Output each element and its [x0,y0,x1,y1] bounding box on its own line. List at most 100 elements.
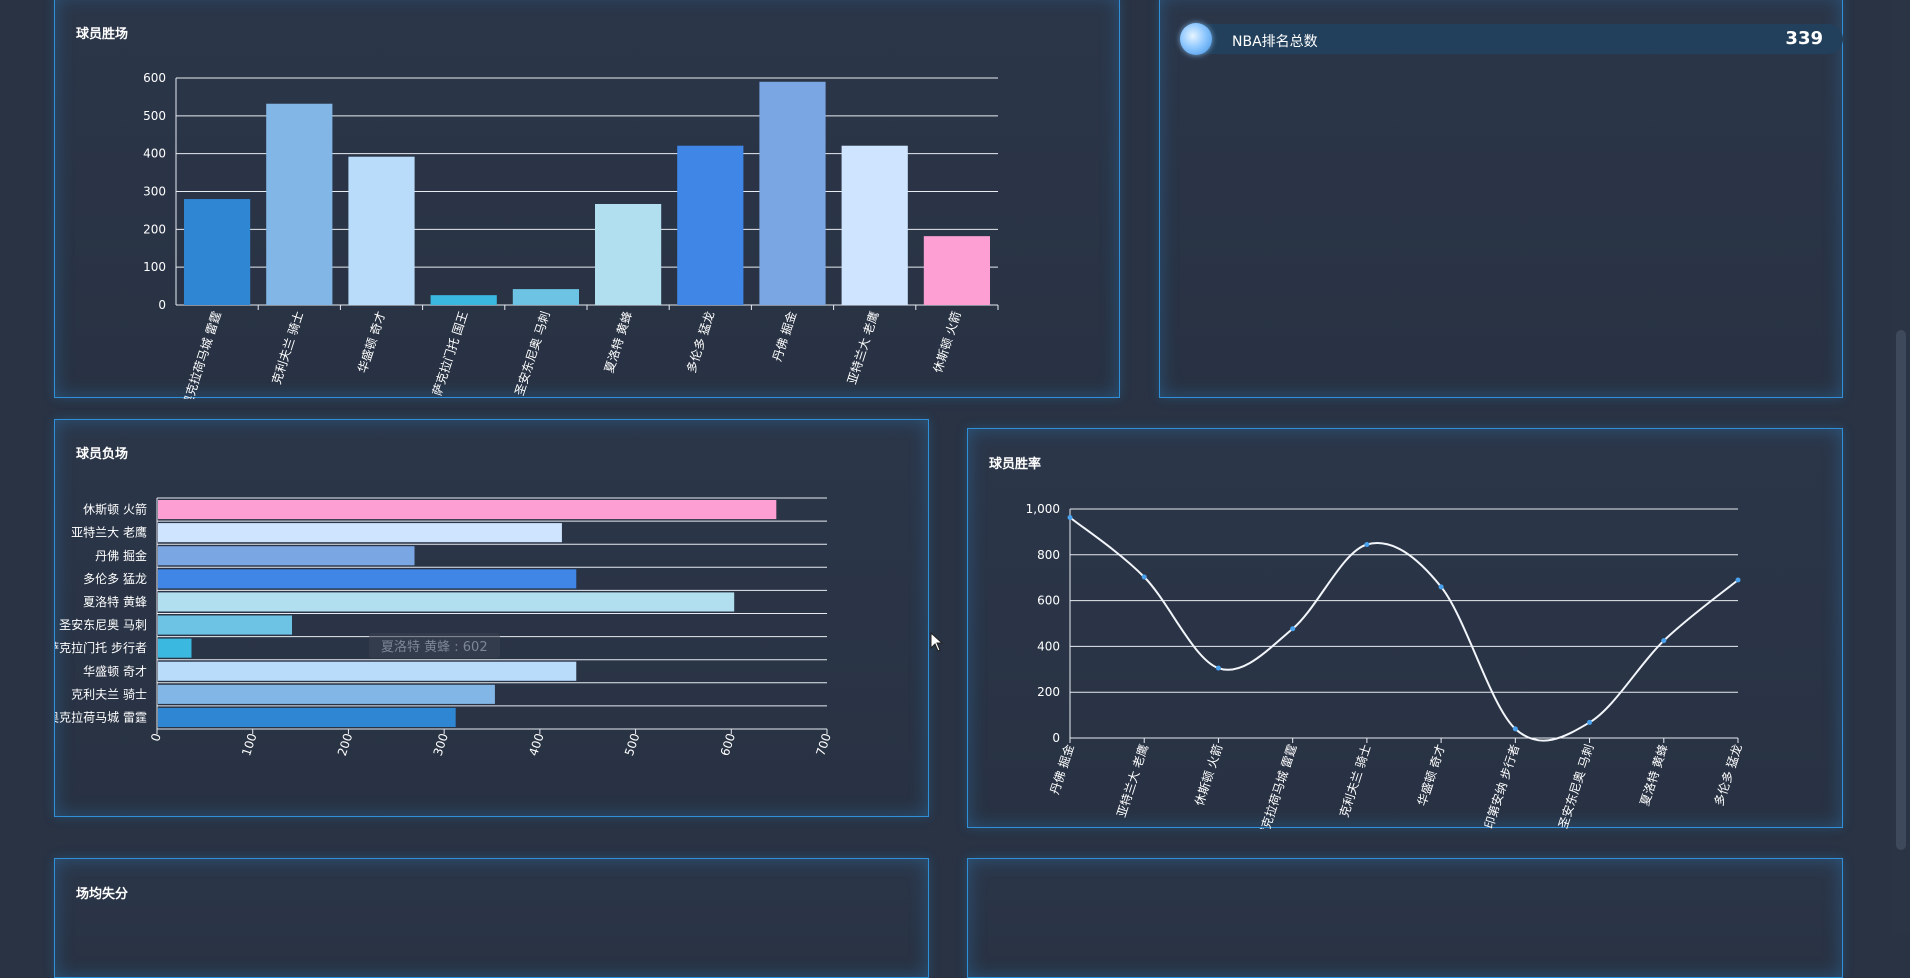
rate-panel-title: 球员胜率 [989,457,1042,472]
avg-panel: 场均失分 [54,858,929,978]
x-tick-label: 俄克拉荷马城 雷霆 [1254,742,1299,829]
wins-bar-chart: 0 100 200 300 400 500 600 奥克拉荷马城 雷霆 克利夫兰 骑士 华盛顿 奇… [143,71,999,399]
y-tick-label: 圣安东尼奥 马刺 [59,617,147,632]
x-tick-label: 奥克拉荷马城 雷霆 [179,309,224,399]
stat-label: NBA排名总数 [1232,34,1318,50]
y-tick-label: 1,000 [1026,502,1060,516]
data-point [1364,541,1370,547]
x-tick-label: 400 [526,732,546,758]
y-tick-label: 600 [143,71,166,85]
mouse-cursor-icon [930,632,944,652]
y-tick-label: 400 [1037,639,1060,653]
y-tick-label: 丹佛 掘金 [95,548,147,563]
x-tick-label: 多伦多 猛龙 [683,309,717,374]
bar [184,199,251,305]
y-tick-label: 300 [143,185,166,199]
bottom-right-panel [967,858,1843,978]
bar [677,145,744,305]
y-tick-label: 克利夫兰 骑士 [71,687,147,701]
x-tick-label: 亚特兰大 老鹰 [844,309,882,386]
chart-tooltip: 夏洛特 黄蜂 : 602 [369,633,500,658]
x-tick-label: 丹佛 掘金 [769,309,799,363]
data-point [1735,577,1741,583]
data-point [1587,719,1593,725]
data-point [1141,574,1147,580]
series-line [1069,516,1739,742]
x-tick-label: 休斯顿 火箭 [930,309,964,374]
x-tick-label: 夏洛特 黄蜂 [601,309,635,374]
rate-panel: 球员胜率 0 200 400 600 800 1,000 丹佛 掘金 亚特兰大 老鹰 休斯顿 火… [967,428,1843,829]
y-tick-label: 100 [143,260,166,274]
bar [923,236,990,305]
wins-panel: 球员胜场 0 100 200 300 400 500 600 奥克拉荷马城 雷霆 克利夫兰 骑士… [54,0,1120,399]
data-point [1512,726,1518,732]
x-tick-label: 200 [335,732,355,758]
losses-panel-title: 球员负场 [76,447,129,462]
y-tick-label: 500 [143,109,166,123]
y-tick-label: 600 [1037,594,1060,608]
stat-panel: NBA排名总数 339 [1159,0,1843,398]
bar [158,592,735,612]
y-tick-label: 800 [1037,548,1060,562]
bar [512,289,579,305]
orb-icon [1180,23,1212,55]
x-tick-label: 圣安东尼奥 马刺 [511,309,552,397]
bar [158,546,415,566]
bar [841,145,908,305]
y-tick-label: 200 [1037,685,1060,699]
x-tick-label: 克利夫兰 骑士 [269,310,306,386]
data-point [1290,626,1296,632]
bar [158,661,577,681]
bar [430,295,497,305]
x-tick-label: 300 [431,732,451,758]
rate-line-chart: 0 200 400 600 800 1,000 丹佛 掘金 亚特兰大 老鹰 休斯顿 火箭 俄克拉荷… [1026,502,1745,829]
x-tick-label: 休斯顿 火箭 [1191,742,1225,807]
data-point [1067,514,1073,520]
y-tick-label: 200 [143,222,166,236]
data-point [1438,584,1444,590]
y-tick-label: 多伦多 猛龙 [83,571,147,586]
bar [759,81,826,306]
bar [158,707,456,727]
avg-panel-title: 场均失分 [76,887,129,902]
y-tick-label: 华盛顿 奇才 [83,663,147,678]
y-tick-label: 休斯顿 火箭 [83,502,147,517]
bar [158,638,192,658]
losses-panel: 球员负场 奥克拉荷马城 雷霆 克利夫兰 骑士 华盛顿 奇才 萨克拉门托 步行者 圣安东尼… [54,419,929,817]
page-scrollbar[interactable] [1892,0,1910,934]
y-tick-label: 萨克拉门托 步行者 [55,640,147,655]
x-tick-label: 华盛顿 奇才 [1414,742,1448,807]
x-tick-label: 100 [239,732,259,758]
x-tick-label: 克利夫兰 骑士 [1337,743,1374,819]
bar [158,523,562,543]
bar [158,615,292,635]
x-tick-label: 700 [813,732,833,758]
bar [158,500,777,520]
y-tick-label: 0 [1052,731,1060,745]
y-tick-label: 夏洛特 黄蜂 [83,594,147,609]
data-point [1215,665,1221,671]
data-point [1661,638,1667,644]
x-tick-label: 多伦多 猛龙 [1711,742,1745,807]
x-tick-label: 圣安东尼奥 马刺 [1555,742,1596,829]
y-tick-label: 400 [143,147,166,161]
wins-panel-title: 球员胜场 [76,27,129,42]
stat-bar: NBA排名总数 339 [1180,23,1843,55]
x-tick-label: 华盛顿 奇才 [354,309,388,374]
x-tick-label: 印第安纳 步行者 [1481,742,1522,829]
x-tick-label: 500 [622,732,642,758]
x-tick-label: 0 [148,732,164,744]
scrollbar-thumb[interactable] [1896,330,1906,850]
y-tick-label: 亚特兰大 老鹰 [71,525,147,540]
x-tick-label: 萨克拉门托 国王 [429,309,470,397]
x-tick-label: 夏洛特 黄蜂 [1637,742,1671,807]
bar [158,684,495,704]
bar [158,569,577,589]
bar [348,156,415,305]
x-tick-label: 亚特兰大 老鹰 [1113,742,1151,819]
y-tick-label: 0 [158,298,166,312]
y-tick-label: 奥克拉荷马城 雷霆 [55,709,147,724]
x-tick-label: 丹佛 掘金 [1047,742,1077,796]
x-tick-label: 600 [718,732,738,758]
